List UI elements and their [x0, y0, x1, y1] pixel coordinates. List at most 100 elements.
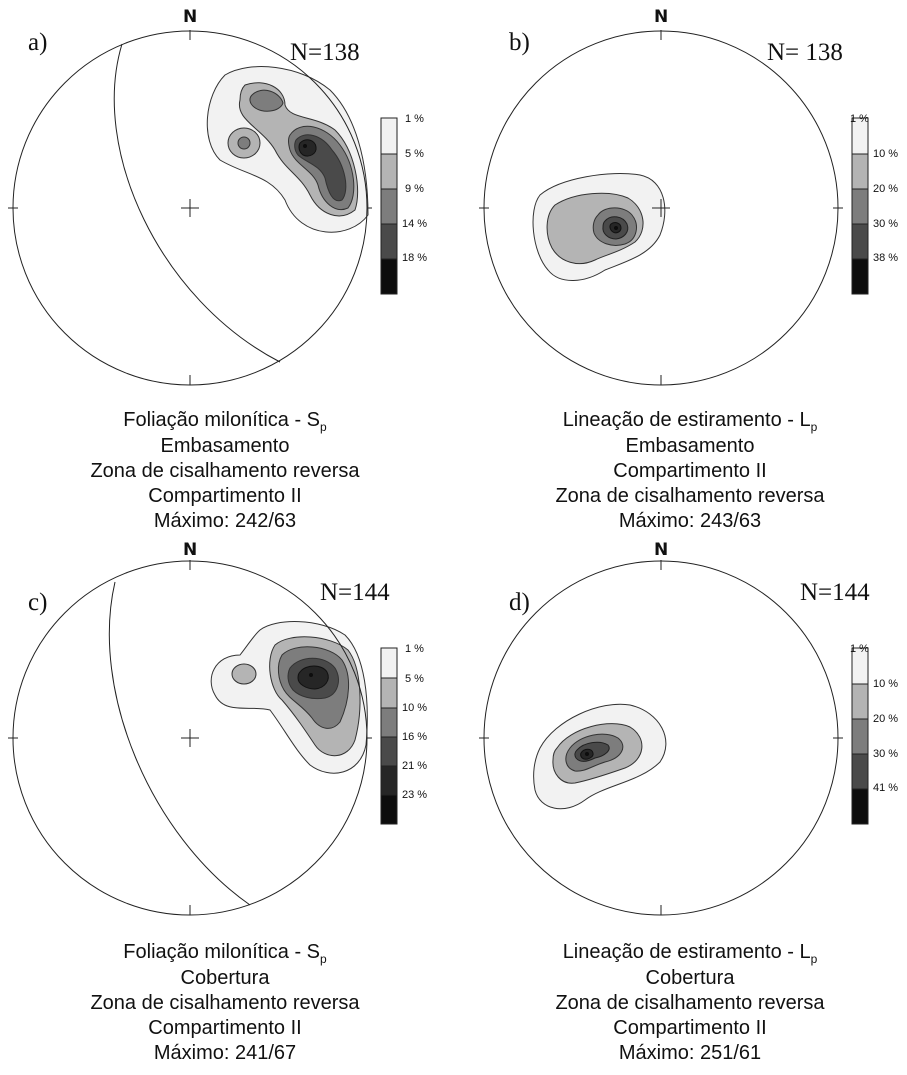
legend-swatch — [380, 647, 398, 679]
legend-label: 21 % — [402, 760, 427, 772]
sample-count: N=144 — [800, 579, 870, 606]
caption-main: Lineação de estiramento - L — [563, 409, 811, 431]
legend-swatch — [851, 188, 869, 225]
legend-label: 9 % — [405, 183, 424, 195]
caption-line-1: Foliação milonítica - Sp — [123, 409, 327, 434]
panel-letter: a) — [28, 29, 47, 56]
sample-count: N=138 — [290, 39, 360, 66]
caption-line-5: Máximo: 241/67 — [154, 1042, 296, 1064]
legend-swatch — [851, 788, 869, 825]
primitive-circle — [483, 30, 839, 386]
great-circle — [108, 581, 251, 906]
legend-label: 1 % — [850, 113, 869, 125]
legend-label: 20 % — [873, 713, 898, 725]
caption-subscript: p — [320, 952, 327, 966]
caption: Foliação milonítica - Sp Embasamento Zon… — [90, 409, 360, 532]
caption-line-2: Embasamento — [161, 435, 290, 457]
maximum-point — [309, 673, 313, 677]
legend-label: 20 % — [873, 183, 898, 195]
maximum-point — [585, 752, 589, 756]
legend-label: 1 % — [405, 643, 424, 655]
caption-subscript: p — [320, 420, 327, 434]
legend-label: 1 % — [405, 113, 424, 125]
primitive-circle — [483, 560, 839, 916]
legend-swatch — [380, 736, 398, 767]
legend-swatch — [851, 683, 869, 720]
sample-count: N= 138 — [767, 39, 843, 66]
density-legend: 1 % 5 % 9 % 14 % 18 % — [380, 113, 427, 295]
legend-label: 14 % — [402, 218, 427, 230]
legend-swatch — [851, 753, 869, 790]
caption-line-3: Zona de cisalhamento reversa — [90, 460, 360, 482]
caption-main: Foliação milonítica - S — [123, 941, 320, 963]
caption-line-4: Compartimento II — [613, 1017, 766, 1039]
caption-main: Lineação de estiramento - L — [563, 941, 811, 963]
maximum-point — [614, 226, 618, 230]
legend-swatch — [380, 223, 398, 260]
caption-line-3: Compartimento II — [613, 460, 766, 482]
north-label: N — [654, 7, 668, 27]
legend-swatch — [380, 794, 398, 825]
north-label: N — [654, 540, 668, 560]
panel-letter: b) — [509, 29, 530, 56]
legend-label: 10 % — [873, 678, 898, 690]
caption: Lineação de estiramento - Lp Cobertura Z… — [555, 941, 825, 1064]
caption-line-5: Máximo: 251/61 — [619, 1042, 761, 1064]
caption-subscript: p — [811, 952, 818, 966]
legend-label: 23 % — [402, 789, 427, 801]
legend-label: 30 % — [873, 218, 898, 230]
north-label: N — [183, 540, 197, 560]
legend-label: 1 % — [850, 643, 869, 655]
panel-c: N c) N=144 1 % 5 % 10 % 16 % 21 % — [8, 540, 427, 1064]
north-label: N — [183, 7, 197, 27]
caption-line-1: Lineação de estiramento - Lp — [563, 941, 818, 966]
panel-b: N b) N= 138 1 % 10 % 20 % 30 % 38 % L — [479, 7, 898, 532]
legend-swatch — [851, 718, 869, 755]
caption-subscript: p — [811, 420, 818, 434]
caption-line-1: Lineação de estiramento - Lp — [563, 409, 818, 434]
caption-line-4: Compartimento II — [148, 485, 301, 507]
legend-swatch — [380, 117, 398, 155]
primitive-circle — [12, 560, 368, 916]
panel-letter: c) — [28, 589, 47, 616]
panel-letter: d) — [509, 589, 530, 616]
panel-d: N d) N=144 1 % 10 % 20 % 30 % 41 % Linea… — [479, 540, 898, 1064]
density-legend: 1 % 5 % 10 % 16 % 21 % 23 % — [380, 643, 427, 825]
legend-label: 16 % — [402, 731, 427, 743]
caption-line-3: Zona de cisalhamento reversa — [90, 992, 360, 1014]
caption-line-5: Máximo: 242/63 — [154, 510, 296, 532]
contour-5pct-spot — [231, 663, 257, 685]
contour-18pct — [298, 139, 317, 157]
caption-line-3: Zona de cisalhamento reversa — [555, 992, 825, 1014]
density-legend: 1 % 10 % 20 % 30 % 41 % — [850, 643, 898, 825]
legend-swatch — [380, 258, 398, 295]
maximum-point — [303, 144, 307, 148]
primitive-circle — [12, 30, 368, 386]
legend-label: 41 % — [873, 782, 898, 794]
caption-line-4: Compartimento II — [148, 1017, 301, 1039]
caption-line-5: Máximo: 243/63 — [619, 510, 761, 532]
legend-swatch — [380, 765, 398, 796]
legend-label: 30 % — [873, 748, 898, 760]
legend-label: 18 % — [402, 252, 427, 264]
great-circle — [113, 43, 281, 363]
caption-line-2: Embasamento — [626, 435, 755, 457]
legend-swatch — [380, 707, 398, 738]
legend-label: 38 % — [873, 252, 898, 264]
panel-a: N a) N=138 1 % 5 % 9 % 14 % — [8, 7, 427, 532]
caption: Foliação milonítica - Sp Cobertura Zona … — [90, 941, 360, 1064]
legend-label: 5 % — [405, 148, 424, 160]
legend-swatch — [380, 188, 398, 225]
caption: Lineação de estiramento - Lp Embasamento… — [555, 409, 825, 532]
caption-line-2: Cobertura — [181, 967, 271, 989]
caption-line-4: Zona de cisalhamento reversa — [555, 485, 825, 507]
legend-swatch — [851, 153, 869, 190]
legend-swatch — [380, 153, 398, 190]
legend-label: 10 % — [402, 702, 427, 714]
legend-label: 10 % — [873, 148, 898, 160]
caption-line-1: Foliação milonítica - Sp — [123, 941, 327, 966]
contour-21pct — [297, 665, 329, 690]
caption-main: Foliação milonítica - S — [123, 409, 320, 431]
density-legend: 1 % 10 % 20 % 30 % 38 % — [850, 113, 898, 295]
